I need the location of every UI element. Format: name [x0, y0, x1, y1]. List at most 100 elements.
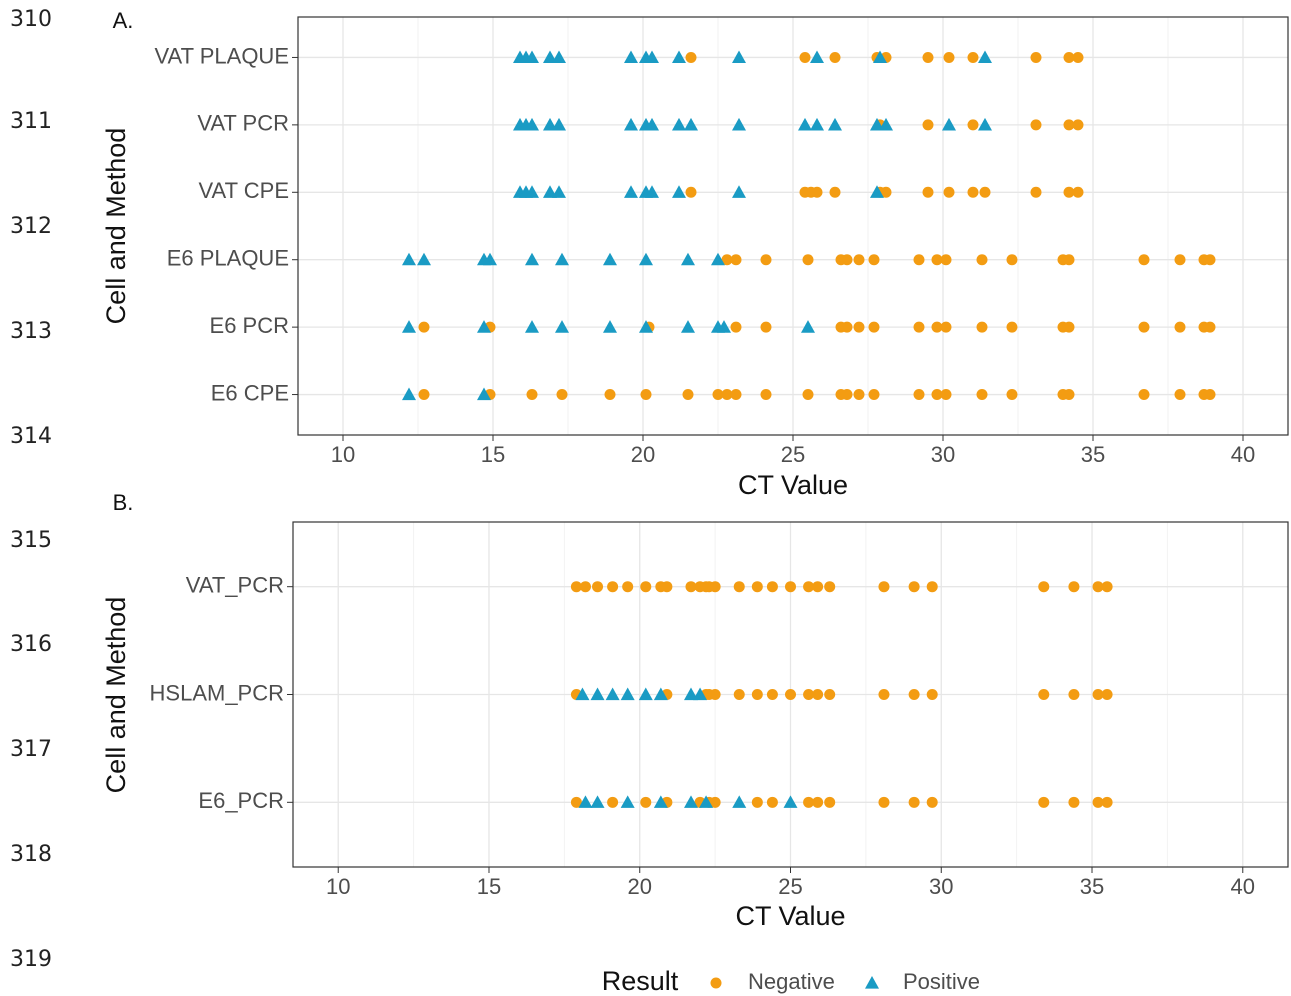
point	[967, 119, 979, 131]
point	[579, 581, 591, 593]
point	[1030, 119, 1042, 131]
plot-border	[297, 16, 1289, 436]
point	[940, 389, 952, 401]
point	[575, 687, 590, 701]
point	[681, 252, 695, 266]
point	[1072, 51, 1084, 63]
x-tick-label: 30	[931, 442, 955, 467]
point	[841, 389, 853, 401]
point	[661, 581, 673, 593]
line-number: 319	[10, 947, 52, 972]
point	[682, 389, 694, 401]
point	[926, 581, 938, 593]
point	[732, 185, 746, 198]
point	[868, 389, 880, 401]
y-axis-title: Cell and Method	[101, 128, 131, 325]
point	[1174, 389, 1186, 401]
point	[418, 321, 430, 333]
point	[1204, 389, 1216, 401]
legend-title: Result	[602, 966, 679, 996]
point	[639, 320, 653, 333]
point	[931, 389, 943, 401]
point	[693, 687, 708, 701]
point	[853, 254, 865, 266]
point	[483, 252, 497, 266]
point	[730, 321, 742, 333]
legend-marker	[865, 976, 879, 989]
point	[1092, 581, 1104, 593]
point	[942, 117, 956, 131]
y-tick-label: E6 PLAQUE	[167, 246, 289, 271]
point	[802, 254, 814, 266]
point	[684, 687, 698, 701]
point	[525, 320, 539, 333]
point	[1006, 254, 1018, 266]
point	[732, 795, 747, 808]
point	[908, 689, 920, 700]
point	[803, 581, 815, 593]
point	[712, 389, 724, 401]
point	[645, 117, 659, 131]
point	[717, 320, 731, 333]
point	[645, 185, 659, 198]
panel-label: B.	[113, 490, 134, 515]
point	[578, 795, 593, 808]
point	[733, 581, 745, 593]
point	[526, 389, 538, 401]
point	[1101, 689, 1113, 700]
point	[1038, 796, 1050, 808]
point	[1038, 581, 1050, 593]
point	[922, 51, 934, 63]
point	[624, 185, 638, 198]
point	[477, 320, 491, 333]
x-tick-label: 25	[781, 442, 805, 467]
point	[1101, 581, 1113, 593]
point	[1138, 254, 1150, 266]
x-tick-label: 10	[326, 874, 350, 899]
point	[1063, 321, 1075, 333]
point	[555, 252, 569, 266]
point	[979, 186, 991, 198]
point	[943, 186, 955, 198]
point	[1138, 321, 1150, 333]
point	[766, 581, 778, 593]
point	[810, 50, 824, 64]
point	[1063, 254, 1075, 266]
y-axis-title: Cell and Method	[101, 597, 131, 794]
point	[922, 119, 934, 131]
point	[732, 117, 746, 131]
x-tick-label: 20	[628, 874, 652, 899]
point	[926, 796, 938, 808]
point	[785, 689, 796, 700]
point	[785, 581, 796, 593]
point	[418, 389, 430, 401]
point	[913, 389, 925, 401]
point	[672, 50, 686, 64]
x-tick-label: 10	[331, 442, 355, 467]
point	[1092, 796, 1104, 808]
x-tick-label: 25	[778, 874, 802, 899]
point	[868, 321, 880, 333]
point	[525, 50, 539, 64]
point	[812, 581, 824, 593]
point	[766, 689, 778, 700]
point	[760, 254, 772, 266]
point	[640, 581, 652, 593]
point	[879, 117, 893, 131]
point	[812, 796, 824, 808]
x-tick-label: 40	[1231, 874, 1255, 899]
point	[1063, 119, 1075, 131]
point	[824, 689, 836, 700]
point	[685, 581, 697, 593]
line-number: 316	[10, 632, 52, 657]
point	[709, 581, 721, 593]
line-number: 317	[10, 737, 52, 762]
point	[878, 581, 890, 593]
point	[853, 321, 865, 333]
point	[552, 185, 566, 198]
line-number: 314	[10, 424, 52, 449]
y-tick-label: VAT PLAQUE	[155, 43, 290, 68]
point	[590, 687, 605, 701]
point	[543, 117, 557, 131]
point	[672, 117, 686, 131]
